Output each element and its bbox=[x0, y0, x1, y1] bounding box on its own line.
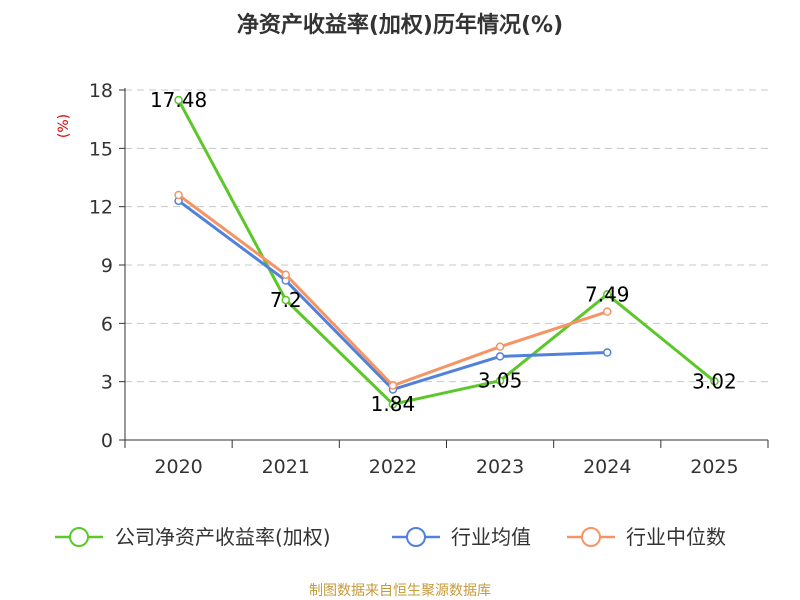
x-tick-label: 2021 bbox=[262, 456, 310, 478]
x-tick-label: 2020 bbox=[154, 456, 202, 478]
series-point-1 bbox=[603, 348, 612, 357]
y-axis-label: (%) bbox=[56, 114, 72, 138]
data-label: 7.2 bbox=[270, 288, 302, 312]
y-tick-label: 12 bbox=[89, 197, 113, 219]
legend-swatch-marker bbox=[581, 527, 601, 547]
series-point-0 bbox=[495, 376, 505, 385]
series-point-2 bbox=[495, 342, 505, 351]
y-tick-label: 15 bbox=[89, 138, 113, 160]
series-point-0 bbox=[388, 399, 398, 409]
axes: 0 3 6 9 12 15 18 2020 2021 2022 2023 2024 2025 bbox=[89, 80, 769, 478]
series-point-2 bbox=[174, 190, 183, 200]
grid-lines bbox=[125, 89, 768, 383]
series-point-1 bbox=[495, 352, 505, 361]
chart-title: 净资产收益率(加权)历年情况(%) bbox=[237, 12, 563, 38]
legend-swatch-marker bbox=[69, 527, 89, 547]
legend-label: 行业中位数 bbox=[626, 525, 726, 549]
series-point-0 bbox=[281, 295, 290, 305]
legend-label: 公司净资产收益率(加权) bbox=[115, 525, 331, 549]
series-point-0 bbox=[710, 377, 719, 386]
legend-label: 行业均值 bbox=[451, 525, 531, 549]
data-label: 3.05 bbox=[478, 369, 523, 393]
y-tick-label: 6 bbox=[101, 313, 113, 335]
data-label: 3.02 bbox=[692, 369, 737, 393]
series-lines bbox=[174, 95, 719, 409]
data-label: 1.84 bbox=[371, 392, 416, 416]
y-tick-label: 9 bbox=[101, 255, 113, 277]
x-tick-label: 2024 bbox=[583, 456, 631, 478]
series-point-2 bbox=[603, 307, 612, 316]
y-tick-label: 18 bbox=[89, 80, 113, 102]
x-tick-label: 2023 bbox=[476, 456, 524, 478]
series-point-0 bbox=[174, 95, 183, 105]
series-point-2 bbox=[281, 270, 290, 279]
x-tick-label: 2025 bbox=[690, 456, 738, 478]
series-line-0 bbox=[177, 99, 716, 406]
legend-swatch-marker bbox=[406, 527, 426, 547]
data-label: 7.49 bbox=[585, 282, 630, 306]
x-tick-label: 2022 bbox=[369, 456, 417, 478]
data-source-note: 制图数据来自恒生聚源数据库 bbox=[309, 583, 491, 599]
legend: 公司净资产收益率(加权) 行业均值 行业中位数 bbox=[55, 525, 726, 549]
series-point-0 bbox=[603, 290, 612, 299]
y-tick-label: 3 bbox=[101, 372, 113, 394]
series-point-2 bbox=[388, 381, 398, 390]
series-line-1 bbox=[177, 199, 608, 391]
data-label: 17.48 bbox=[150, 88, 207, 112]
y-tick-label: 0 bbox=[101, 430, 113, 452]
data-labels: 17.48 7.2 1.84 3.05 7.49 3.02 bbox=[150, 88, 737, 416]
series-line-2 bbox=[177, 193, 608, 388]
